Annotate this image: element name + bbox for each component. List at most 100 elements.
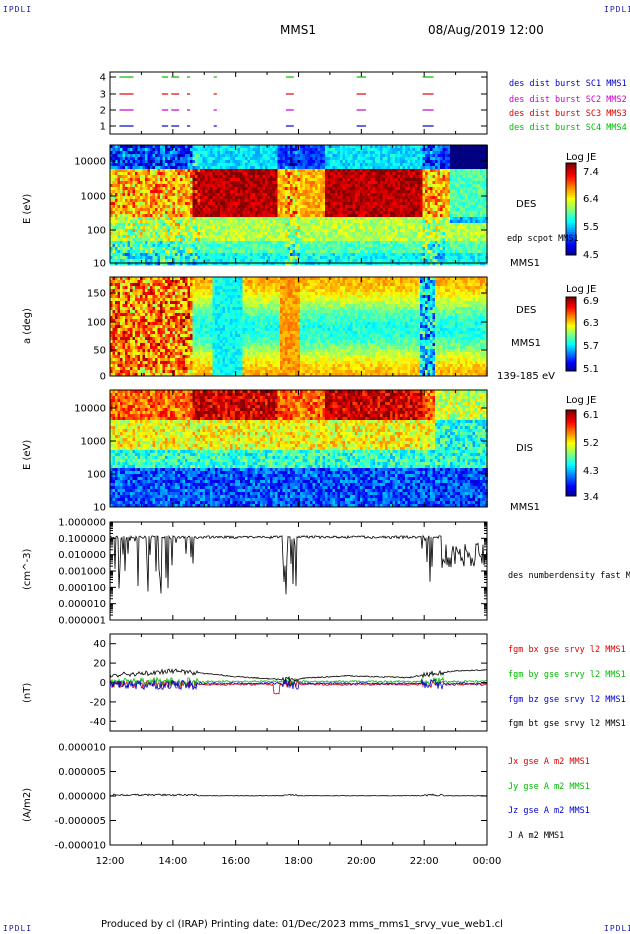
des-energy-colorbar-cell xyxy=(566,199,576,203)
dis-energy-colorbar-cell xyxy=(566,461,576,465)
timeline-legend-sc3: des dist burst SC3 MMS3 xyxy=(509,109,627,119)
des-energy-colorbar-cell xyxy=(566,167,576,171)
dis-energy-colorbar-cell xyxy=(566,429,576,432)
des-pitch-colorbar-cell xyxy=(566,308,576,311)
des-energy-ytick-label: 10000 xyxy=(74,157,106,168)
des-energy-colorbar-cell xyxy=(566,202,576,205)
panel4-cbar-tick: 5.2 xyxy=(583,438,599,449)
des-energy-colorbar-cell xyxy=(566,190,576,194)
jy-legend: Jy gse A m2 MMS1 xyxy=(508,782,590,792)
panel2-instrument-label: DES xyxy=(516,199,537,210)
xaxis-tick-label: 18:00 xyxy=(284,856,313,867)
des-energy-colorbar-cell xyxy=(566,238,576,242)
des-energy-colorbar-cell xyxy=(566,222,576,226)
des-pitch-colorbar-cell xyxy=(566,363,576,366)
dis-energy-colorbar-cell xyxy=(566,476,576,480)
dis-energy-colorbar-cell xyxy=(566,435,576,439)
des-pitch-colorbar-cell xyxy=(566,304,576,307)
des-energy-colorbar-cell xyxy=(566,227,576,231)
des-pitch-colorbar-cell xyxy=(566,365,576,368)
dis-energy-colorbar-cell xyxy=(566,431,576,435)
dis-energy-colorbar-cell xyxy=(566,420,576,424)
des-energy-ytick-label: 1000 xyxy=(81,192,106,203)
des-energy-colorbar-cell xyxy=(566,188,576,192)
des-energy-cells xyxy=(110,145,488,266)
des-energy-colorbar-cell xyxy=(566,211,576,215)
timeline-ytick-label: 2 xyxy=(100,106,106,117)
dis-energy-colorbar-cell xyxy=(566,489,576,493)
timeline-ytick-label: 3 xyxy=(100,90,106,101)
des-pitch-colorbar-cell xyxy=(566,358,576,361)
dis-energy-colorbar-cell xyxy=(566,444,576,448)
fgm-ytick-label: -20 xyxy=(90,697,106,708)
dis-energy-colorbar-cell xyxy=(566,483,576,486)
panel6-ylabel: (nT) xyxy=(22,682,33,703)
dis-energy-colorbar-cell xyxy=(566,437,576,441)
des-pitch-colorbar-cell xyxy=(566,337,576,341)
dis-energy-cells xyxy=(110,390,488,508)
header-spacecraft: MMS1 xyxy=(280,23,316,37)
panel4-spacecraft-label: MMS1 xyxy=(510,502,540,513)
xaxis-tick-label: 14:00 xyxy=(158,856,187,867)
des-energy-colorbar-cell xyxy=(566,176,576,180)
dis-energy-colorbar-frame xyxy=(565,409,577,497)
corner-label-top-left: IPDLI xyxy=(3,5,33,14)
panel3-cbar-tick: 5.1 xyxy=(583,364,599,375)
des-energy-colorbar-cell xyxy=(566,218,576,221)
density-ytick-label: 0.000001 xyxy=(58,616,106,627)
des-pitch-colorbar-cell xyxy=(566,356,576,359)
des-energy-colorbar-cell xyxy=(566,169,576,173)
des-energy-colorbar-cell xyxy=(566,204,576,208)
des-pitch-colorbar-cell xyxy=(566,361,576,365)
dis-energy-colorbar-cell xyxy=(566,459,576,463)
current-ytick-label: 0.000005 xyxy=(58,767,106,778)
dis-energy-colorbar-cell xyxy=(566,422,576,426)
des-energy-colorbar-cell xyxy=(566,232,576,235)
des-pitch-colorbar-cell xyxy=(566,300,576,304)
des-pitch-colorbar-cell xyxy=(566,354,576,357)
dis-energy-ytick-label: 10 xyxy=(93,503,106,514)
des-pitch-ytick-label: 100 xyxy=(87,318,106,329)
density-ytick-label: 0.000100 xyxy=(58,583,106,594)
panel4-cbar-tick: 3.4 xyxy=(583,492,599,503)
timeline-legend-sc1: des dist burst SC1 MMS1 xyxy=(509,79,627,89)
panel2-spacecraft-label: MMS1 xyxy=(510,258,540,269)
panel3-cbar-tick: 6.9 xyxy=(583,296,599,307)
panel4-cbar-tick: 6.1 xyxy=(583,410,599,421)
header-datetime: 08/Aug/2019 12:00 xyxy=(428,23,544,37)
des-energy-colorbar-frame xyxy=(565,162,577,256)
dis-energy-colorbar-cell xyxy=(566,442,576,445)
des-energy-colorbar-cell xyxy=(566,213,576,217)
des-pitch-colorbar-frame xyxy=(565,296,577,372)
j-legend: J A m2 MMS1 xyxy=(508,831,565,841)
current-ytick-label: 0.000010 xyxy=(58,743,106,754)
des-pitch-colorbar-cell xyxy=(566,352,576,355)
des-pitch-colorbar-cell xyxy=(566,345,576,348)
dis-energy-colorbar-cell xyxy=(566,440,576,443)
des-pitch-colorbar-cell xyxy=(566,359,576,363)
fgm-bz-legend: fgm bz gse srvy l2 MMS1 xyxy=(508,695,626,705)
des-pitch-colorbar-cell xyxy=(566,328,576,331)
panel2-cbar-tick: 7.4 xyxy=(583,167,599,178)
des-pitch-colorbar-cell xyxy=(566,311,576,315)
des-energy-colorbar-cell xyxy=(566,174,576,178)
des-pitch-colorbar-cell xyxy=(566,309,576,313)
des-energy-colorbar-cell xyxy=(566,192,576,196)
dis-energy-colorbar-cell xyxy=(566,491,576,495)
fgm-ytick-label: 20 xyxy=(93,659,106,670)
des-pitch-colorbar-cell xyxy=(566,339,576,342)
des-energy-colorbar-cell xyxy=(566,197,576,201)
dis-energy-colorbar-cell xyxy=(566,493,576,497)
dis-energy-colorbar-cell xyxy=(566,463,576,467)
des-energy-colorbar-cell xyxy=(566,241,576,244)
des-pitch-colorbar-cell xyxy=(566,324,576,328)
dis-energy-colorbar-cell xyxy=(566,448,576,452)
des-pitch-colorbar-cell xyxy=(566,298,576,302)
dis-energy-colorbar-cell xyxy=(566,455,576,458)
xaxis-tick-label: 12:00 xyxy=(96,856,125,867)
fgm-by-legend: fgm by gse srvy l2 MMS1 xyxy=(508,670,626,680)
dis-energy-colorbar-cell xyxy=(566,485,576,488)
density-ytick-label: 1.000000 xyxy=(58,518,106,529)
des-pitch-ytick-label: 0 xyxy=(100,372,106,383)
